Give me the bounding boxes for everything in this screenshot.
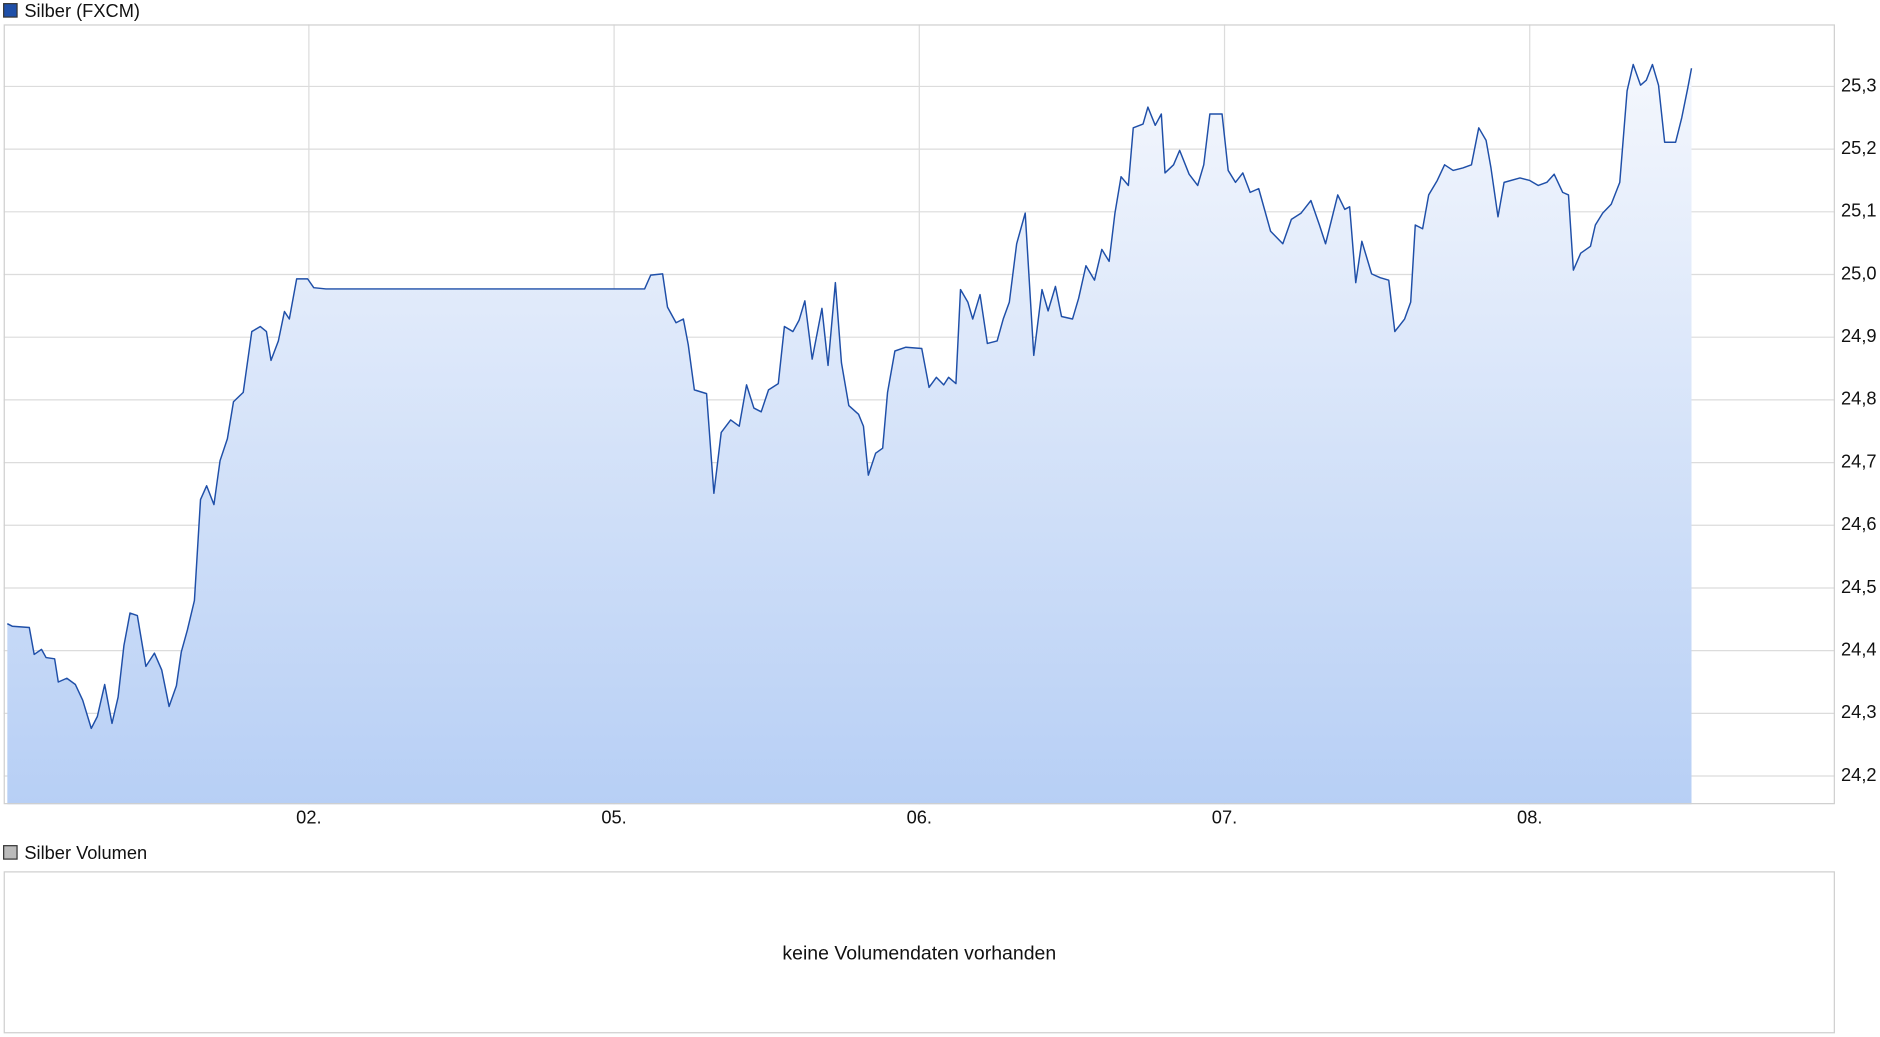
y-tick-label: 24,3 bbox=[1841, 701, 1877, 722]
y-tick-label: 25,3 bbox=[1841, 74, 1877, 95]
plot-frame bbox=[3, 24, 1835, 805]
x-tick-label: 06. bbox=[907, 807, 932, 828]
legend-swatch bbox=[3, 3, 18, 18]
y-tick-label: 25,1 bbox=[1841, 200, 1877, 221]
y-tick-label: 24,4 bbox=[1841, 638, 1877, 659]
y-tick-label: 24,6 bbox=[1841, 513, 1877, 534]
x-tick-label: 07. bbox=[1212, 807, 1237, 828]
legend-swatch bbox=[3, 845, 18, 860]
x-tick-label: 08. bbox=[1517, 807, 1542, 828]
y-tick-label: 24,2 bbox=[1841, 764, 1877, 785]
volume-legend: Silber Volumen bbox=[24, 842, 147, 863]
x-tick-label: 02. bbox=[296, 807, 321, 828]
y-tick-label: 24,9 bbox=[1841, 325, 1877, 346]
x-tick-label: 05. bbox=[601, 807, 626, 828]
y-tick-label: 25,0 bbox=[1841, 262, 1877, 283]
y-tick-label: 24,7 bbox=[1841, 450, 1877, 471]
y-tick-label: 24,5 bbox=[1841, 576, 1877, 597]
legend-label: Silber (FXCM) bbox=[24, 0, 140, 21]
volume-message: keine Volumendaten vorhanden bbox=[782, 942, 1056, 964]
line bbox=[6, 63, 1693, 730]
y-tick-label: 24,8 bbox=[1841, 388, 1877, 409]
area bbox=[7, 64, 1692, 805]
volume-frame bbox=[3, 871, 1835, 1034]
plot-area: 24,2 24,3 24,4 24,5 24,6 24,7 24,8 24,9 25,0 25,1… bbox=[3, 24, 1877, 828]
y-tick-label: 25,2 bbox=[1841, 137, 1877, 158]
